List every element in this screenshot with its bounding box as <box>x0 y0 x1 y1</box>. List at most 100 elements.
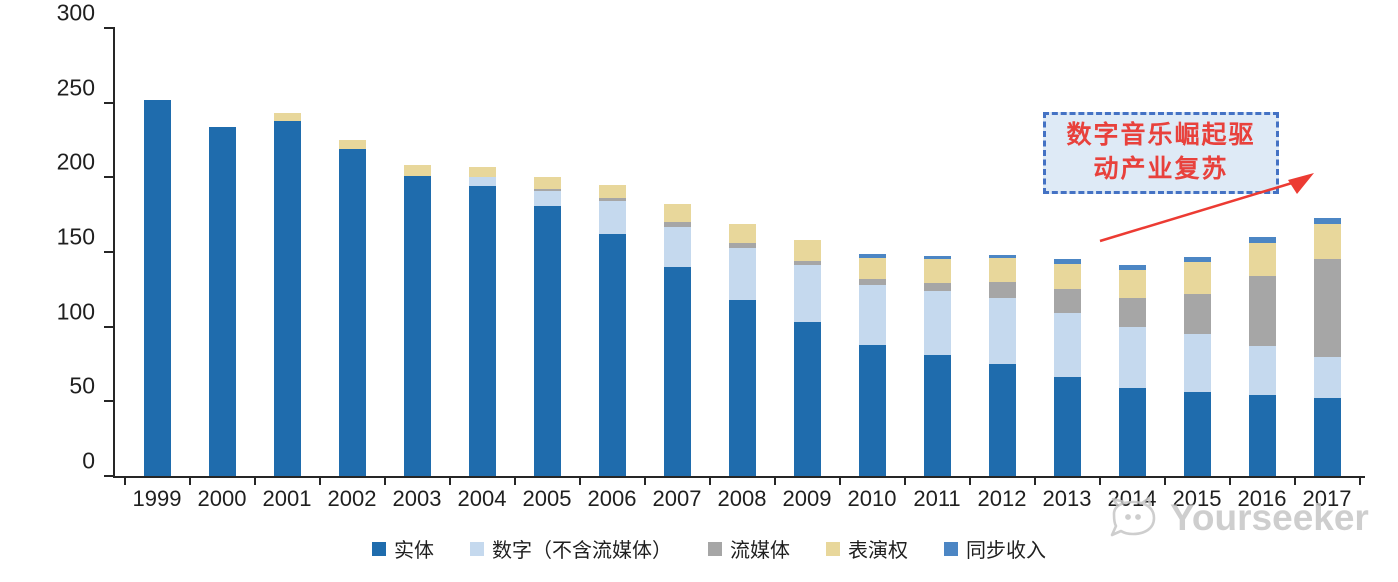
bar-segment-2000-实体 <box>208 126 236 476</box>
bar-segment-2006-实体 <box>598 234 626 476</box>
y-axis-label-100: 100 <box>56 298 95 325</box>
legend-label: 数字（不含流媒体） <box>492 540 672 562</box>
bar-segment-2007-数字（不含流媒体） <box>663 226 691 267</box>
bar-segment-2011-同步收入 <box>923 256 951 260</box>
bar-segment-2017-数字（不含流媒体） <box>1313 356 1341 399</box>
x-axis-tick <box>838 477 841 485</box>
bar-segment-2006-数字（不含流媒体） <box>598 201 626 235</box>
bar-segment-2001-实体 <box>273 120 301 476</box>
bar-segment-2002-实体 <box>338 148 366 476</box>
bar-segment-2011-数字（不含流媒体） <box>923 290 951 356</box>
legend-swatch-icon <box>826 541 840 556</box>
bar-segment-2015-实体 <box>1183 392 1211 476</box>
x-axis-label-1999: 1999 <box>132 486 182 511</box>
bar-segment-2012-流媒体 <box>988 281 1016 299</box>
legend-swatch-icon <box>708 541 722 556</box>
y-axis-tick-0 <box>104 475 115 477</box>
bar-segment-2017-表演权 <box>1313 223 1341 260</box>
legend-swatch-icon <box>944 541 958 556</box>
bar-segment-2002-表演权 <box>338 140 366 149</box>
bar-segment-2004-实体 <box>468 186 496 476</box>
y-axis-tick-200 <box>104 176 115 179</box>
bar-segment-2008-流媒体 <box>728 243 756 248</box>
bar-segment-2007-表演权 <box>663 204 691 223</box>
x-axis-label-2012: 2012 <box>977 486 1027 511</box>
bar-segment-2003-表演权 <box>403 165 431 176</box>
legend-label: 实体 <box>394 540 434 562</box>
legend-item-0: 实体 <box>372 534 434 563</box>
bar-segment-2008-实体 <box>728 299 756 476</box>
x-axis-tick <box>1098 477 1101 485</box>
x-axis-label-2005: 2005 <box>522 486 572 511</box>
x-axis-tick <box>188 477 191 485</box>
y-axis-label-50: 50 <box>69 372 95 399</box>
bar-segment-2010-流媒体 <box>858 278 886 285</box>
bar-segment-2015-数字（不含流媒体） <box>1183 334 1211 393</box>
bar-segment-2009-流媒体 <box>793 260 821 266</box>
bar-segment-2005-表演权 <box>533 177 561 190</box>
y-axis-tick-150 <box>104 251 115 253</box>
bar-segment-2009-实体 <box>793 322 821 476</box>
bar-segment-2012-数字（不含流媒体） <box>988 298 1016 364</box>
bar-segment-2012-表演权 <box>988 257 1016 282</box>
legend-label: 同步收入 <box>966 540 1046 562</box>
x-axis-label-2017: 2017 <box>1302 486 1352 511</box>
x-axis-tick <box>1358 477 1361 485</box>
annotation-text-line2: 动产业复苏 <box>1093 155 1229 183</box>
x-axis-label-2008: 2008 <box>717 486 767 511</box>
legend-label: 表演权 <box>848 540 908 562</box>
x-axis-tick <box>123 477 126 485</box>
x-axis-label-2007: 2007 <box>652 486 702 511</box>
x-axis-label-2001: 2001 <box>262 486 312 511</box>
y-axis-label-0: 0 <box>82 447 95 474</box>
bar-segment-2011-实体 <box>923 355 951 476</box>
x-axis-label-2003: 2003 <box>392 486 442 511</box>
legend-item-1: 数字（不含流媒体） <box>470 534 672 563</box>
y-axis-label-200: 200 <box>56 148 95 175</box>
legend: 实体 数字（不含流媒体） 流媒体 表演权 同步收入 <box>84 534 1334 563</box>
cat-logo-icon <box>1110 496 1156 537</box>
bar-segment-2004-数字（不含流媒体） <box>468 177 496 187</box>
bar-segment-2005-数字（不含流媒体） <box>533 190 561 206</box>
x-axis-tick <box>1033 477 1036 485</box>
x-axis-tick <box>253 477 256 485</box>
bar-segment-2001-表演权 <box>273 113 301 121</box>
plot-area: 0 50 100 150 200 250 300 1999 2000 2001 2002 2003 20… <box>57 0 1365 511</box>
bar-segment-2016-表演权 <box>1248 243 1276 276</box>
x-axis-label-2011: 2011 <box>913 486 961 511</box>
bar-segment-2008-表演权 <box>728 223 756 244</box>
bar-segment-2016-同步收入 <box>1248 237 1276 244</box>
bar-segment-2017-实体 <box>1313 398 1341 476</box>
x-axis-tick <box>1228 477 1231 485</box>
bar-segment-2007-实体 <box>663 266 691 476</box>
bar-segment-2011-流媒体 <box>923 283 951 291</box>
x-axis-tick <box>708 477 711 485</box>
bar-segment-2015-表演权 <box>1183 262 1211 294</box>
x-axis-tick <box>448 477 451 485</box>
bar-segment-2013-实体 <box>1053 377 1081 476</box>
legend-swatch-icon <box>372 541 386 556</box>
bar-segment-2010-实体 <box>858 344 886 476</box>
x-axis-label-2010: 2010 <box>847 486 897 511</box>
bar-segment-2006-流媒体 <box>598 198 626 202</box>
bar-segment-2014-同步收入 <box>1118 265 1146 270</box>
bar-segment-1999-实体 <box>143 99 171 476</box>
bar-segment-2005-实体 <box>533 205 561 476</box>
legend-swatch-icon <box>470 541 484 556</box>
bar-segment-2013-表演权 <box>1053 263 1081 290</box>
legend-item-4: 同步收入 <box>944 534 1046 563</box>
bar-segment-2016-实体 <box>1248 395 1276 476</box>
annotation-text-line1: 数字音乐崛起驱 <box>1066 121 1256 150</box>
bar-segment-2014-流媒体 <box>1118 298 1146 327</box>
bar-segment-2004-表演权 <box>468 166 496 178</box>
legend-item-2: 流媒体 <box>708 534 790 563</box>
bar-segment-2006-表演权 <box>598 184 626 199</box>
bar-segment-2017-流媒体 <box>1313 259 1341 357</box>
x-axis-tick <box>578 477 581 485</box>
bar-segment-2003-实体 <box>403 175 431 476</box>
watermark-text: Yourseeker <box>1170 497 1369 538</box>
bar-segment-2016-数字（不含流媒体） <box>1248 346 1276 396</box>
bar-segment-2011-表演权 <box>923 259 951 284</box>
y-axis-tick-300 <box>104 27 115 29</box>
bar-segment-2010-表演权 <box>858 257 886 279</box>
